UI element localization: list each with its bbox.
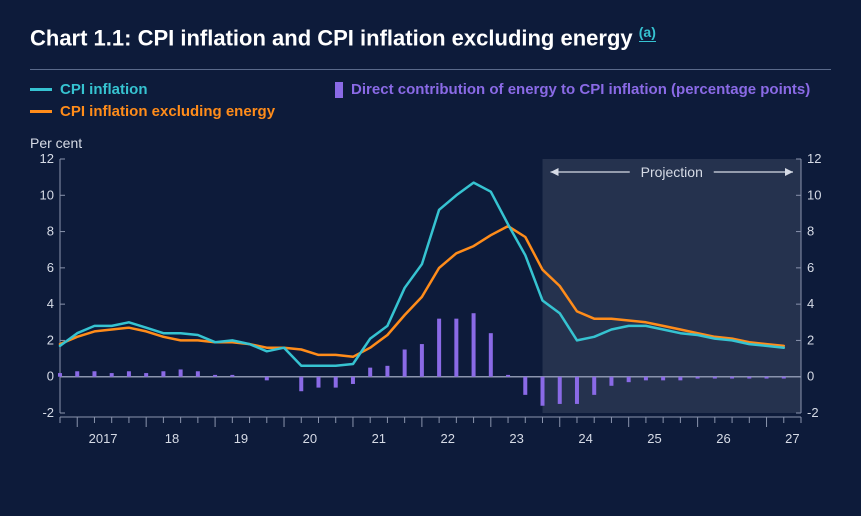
svg-text:18: 18 xyxy=(165,431,179,446)
svg-text:12: 12 xyxy=(40,153,54,166)
legend-col-1: CPI inflation CPI inflation excluding en… xyxy=(30,80,275,121)
legend-swatch-cpi-ex xyxy=(30,110,52,113)
divider xyxy=(30,69,831,70)
legend-col-2: Direct contribution of energy to CPI inf… xyxy=(335,80,810,121)
svg-text:2: 2 xyxy=(47,333,54,348)
svg-text:8: 8 xyxy=(807,224,814,239)
svg-text:20: 20 xyxy=(303,431,317,446)
chart-panel: Chart 1.1: CPI inflation and CPI inflati… xyxy=(0,0,861,516)
footnote-link[interactable]: (a) xyxy=(639,24,656,42)
svg-text:6: 6 xyxy=(47,260,54,275)
legend-label-cpi-ex: CPI inflation excluding energy xyxy=(60,102,275,122)
svg-text:22: 22 xyxy=(440,431,454,446)
legend-item-energy: Direct contribution of energy to CPI inf… xyxy=(335,80,810,100)
title-text: Chart 1.1: CPI inflation and CPI inflati… xyxy=(30,25,639,50)
svg-text:25: 25 xyxy=(647,431,661,446)
legend: CPI inflation CPI inflation excluding en… xyxy=(30,80,831,121)
svg-text:19: 19 xyxy=(234,431,248,446)
svg-text:2017: 2017 xyxy=(89,431,118,446)
svg-text:12: 12 xyxy=(807,153,821,166)
chart-title: Chart 1.1: CPI inflation and CPI inflati… xyxy=(30,24,831,51)
svg-text:4: 4 xyxy=(47,296,54,311)
svg-text:24: 24 xyxy=(578,431,592,446)
svg-text:26: 26 xyxy=(716,431,730,446)
svg-text:6: 6 xyxy=(807,260,814,275)
svg-text:21: 21 xyxy=(372,431,386,446)
svg-text:27: 27 xyxy=(785,431,799,446)
svg-text:23: 23 xyxy=(509,431,523,446)
svg-text:Projection: Projection xyxy=(641,164,703,180)
legend-label-cpi: CPI inflation xyxy=(60,80,148,100)
y-axis-label: Per cent xyxy=(30,135,831,151)
svg-text:8: 8 xyxy=(47,224,54,239)
legend-item-cpi: CPI inflation xyxy=(30,80,275,100)
svg-text:10: 10 xyxy=(40,188,54,203)
legend-swatch-cpi xyxy=(30,88,52,91)
chart-svg: -2-2002244668810101212201718192021222324… xyxy=(30,153,831,453)
svg-text:-2: -2 xyxy=(42,405,54,420)
chart-area: -2-2002244668810101212201718192021222324… xyxy=(30,153,831,453)
svg-text:0: 0 xyxy=(47,369,54,384)
svg-text:4: 4 xyxy=(807,296,814,311)
legend-swatch-energy xyxy=(335,82,343,98)
legend-label-energy: Direct contribution of energy to CPI inf… xyxy=(351,80,810,100)
legend-item-cpi-ex: CPI inflation excluding energy xyxy=(30,102,275,122)
svg-text:10: 10 xyxy=(807,188,821,203)
svg-text:-2: -2 xyxy=(807,405,819,420)
svg-text:0: 0 xyxy=(807,369,814,384)
svg-text:2: 2 xyxy=(807,333,814,348)
